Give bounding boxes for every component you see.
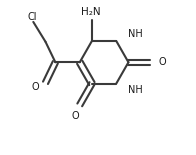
Text: NH: NH bbox=[128, 29, 142, 39]
Text: O: O bbox=[31, 82, 39, 92]
Text: Cl: Cl bbox=[28, 12, 37, 22]
Text: O: O bbox=[71, 111, 79, 121]
Text: O: O bbox=[158, 57, 166, 67]
Text: H₂N: H₂N bbox=[81, 7, 100, 17]
Text: NH: NH bbox=[128, 85, 142, 95]
